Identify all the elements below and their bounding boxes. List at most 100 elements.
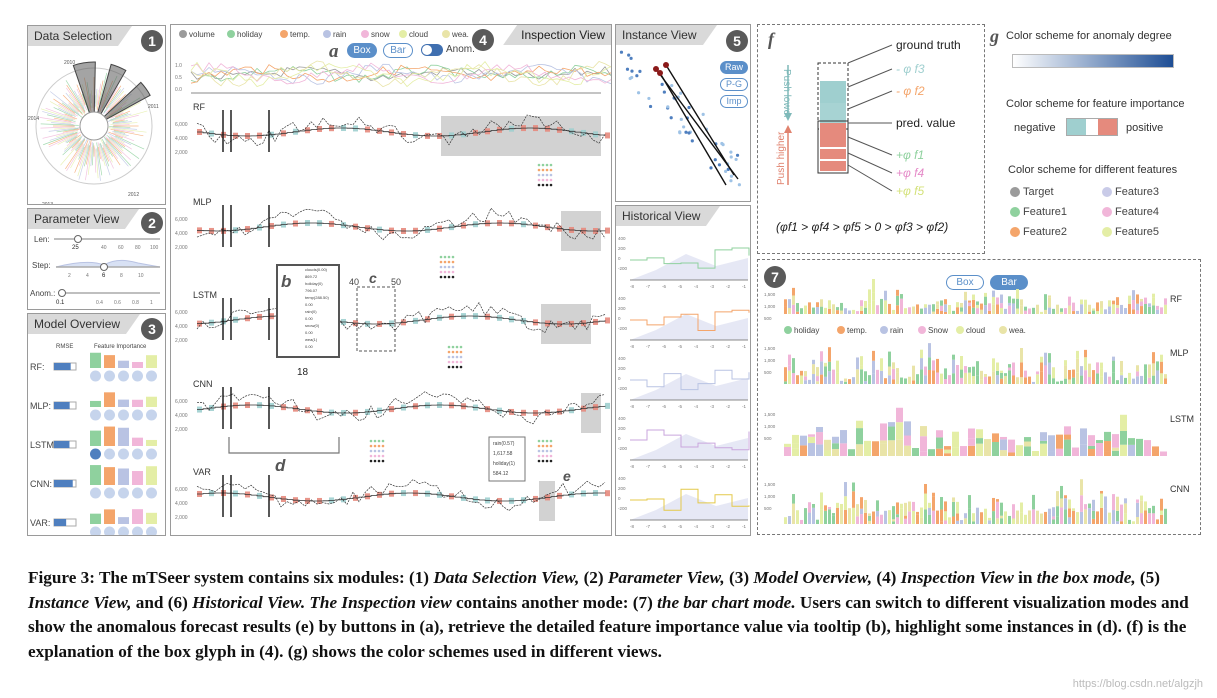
- line-tick: 0.5: [175, 75, 182, 81]
- parameter-panel: Parameter View 2 Len: 25 40 60 80 100 St…: [27, 208, 166, 310]
- stacked-bar: [864, 371, 867, 382]
- radial-line: [68, 102, 79, 113]
- inequality-label: (φf1 > φf4 > φf5 > 0 > φf3 > φf2): [776, 220, 948, 234]
- instance-glyph: [439, 270, 443, 274]
- instance-glyph: [451, 365, 455, 369]
- label-d: d: [275, 456, 286, 475]
- radial-line: [113, 132, 127, 137]
- stacked-bar: [800, 435, 807, 446]
- radial-line: [110, 112, 124, 119]
- instance-glyph: [377, 459, 381, 463]
- stacked-bar: [1036, 374, 1039, 384]
- stacked-bar: [1048, 435, 1055, 452]
- stacked-bar: [1140, 513, 1143, 524]
- stacked-bar: [1064, 378, 1067, 384]
- stacked-bar: [796, 311, 799, 314]
- stacked-bar: [916, 304, 919, 314]
- stacked-bar: [944, 520, 947, 524]
- stacked-bar: [996, 304, 999, 314]
- radial-line: [67, 103, 79, 113]
- bar-y-tick: 1,500: [764, 292, 776, 297]
- stacked-bar: [816, 381, 819, 384]
- len-slider-handle[interactable]: [74, 235, 82, 243]
- bar-y-tick: 500: [764, 316, 772, 321]
- box-mode-button[interactable]: Box: [347, 43, 377, 58]
- instance-glyph: [443, 255, 447, 259]
- stacked-bar: [1152, 446, 1159, 456]
- bar-mode-panel: 7 Box Bar holiday temp. rain Snow cloud wea. R…: [757, 259, 1201, 535]
- bar-mode-box-button[interactable]: Box: [946, 275, 984, 290]
- radial-year-chart[interactable]: 2010 2011 2012 2013 2014: [28, 46, 166, 205]
- stacked-bar: [944, 453, 951, 456]
- stacked-bar: [872, 441, 879, 456]
- stacked-bar: [1004, 373, 1007, 376]
- stacked-bar: [840, 509, 843, 524]
- bar-mode-button[interactable]: Bar: [383, 43, 413, 58]
- y-tick: 2,000: [175, 427, 188, 433]
- radial-line: [106, 134, 140, 159]
- anomaly-toggle[interactable]: [421, 44, 443, 56]
- stacked-bar: [1108, 300, 1111, 307]
- stacked-bar: [1088, 445, 1095, 450]
- stacked-bar: [944, 379, 947, 384]
- stacked-bar: [1156, 370, 1159, 384]
- stacked-bar: [896, 305, 899, 314]
- instance-point: [729, 155, 733, 159]
- instance-glyph: [451, 350, 455, 354]
- instance-point: [669, 116, 673, 120]
- instance-glyph: [545, 163, 549, 167]
- hist-x-tick: -6: [662, 404, 666, 409]
- stacked-bar: [1120, 521, 1123, 524]
- instance-glyph: [439, 265, 443, 269]
- stacked-bar: [1048, 508, 1051, 515]
- instance-point: [660, 82, 664, 86]
- stacked-bar: [1164, 508, 1167, 524]
- stacked-bar: [1096, 440, 1103, 444]
- stacked-bar: [1156, 361, 1159, 371]
- stacked-bar: [1076, 310, 1079, 314]
- stacked-bar: [1120, 504, 1123, 522]
- stacked-bar: [936, 372, 939, 384]
- stacked-bar: [884, 290, 887, 301]
- stacked-bar: [892, 521, 895, 524]
- selected-sector: [93, 63, 127, 127]
- color-schemes-section: g Color scheme for anomaly degree Color …: [988, 24, 1210, 254]
- feature-importance-bar: [90, 513, 101, 524]
- raw-button[interactable]: Raw: [720, 61, 748, 74]
- anom-tick: 1: [150, 300, 153, 306]
- stacked-bar: [1088, 311, 1091, 314]
- radial-line: [109, 126, 131, 128]
- instance-glyph: [369, 454, 373, 458]
- anom-slider-handle[interactable]: [58, 289, 66, 297]
- step-slider-handle[interactable]: [100, 263, 108, 271]
- stacked-bar: [788, 307, 791, 314]
- instance-glyph: [545, 168, 549, 172]
- stacked-bar: [920, 451, 927, 456]
- instance-glyph: [455, 365, 459, 369]
- stacked-bar: [892, 309, 895, 314]
- pg-button[interactable]: P-G: [720, 78, 748, 91]
- instance-scatter[interactable]: [616, 45, 751, 202]
- instance-highlight: [653, 66, 659, 72]
- stacked-bar: [952, 447, 959, 456]
- instance-point: [729, 150, 733, 154]
- stacked-bar: [1056, 381, 1059, 384]
- bar-legend-label: cloud: [966, 326, 985, 335]
- tooltip-e-line: rain(0.57): [493, 441, 515, 447]
- stacked-bar: [788, 516, 791, 524]
- instance-glyph: [369, 459, 373, 463]
- radial-line: [105, 97, 121, 114]
- stacked-bar: [868, 520, 871, 524]
- stacked-bar: [1120, 414, 1127, 431]
- stacked-bar: [872, 373, 875, 384]
- hist-y-tick: 0: [618, 436, 621, 441]
- label-d-bracket: [228, 437, 340, 454]
- stacked-bar: [896, 295, 899, 306]
- stacked-bar: [996, 362, 999, 371]
- stacked-bar: [784, 443, 791, 447]
- radial-line: [76, 88, 88, 111]
- imp-button[interactable]: Imp: [720, 95, 748, 108]
- box-glyph: ground truth - φ f3 - φ f2 pred. value +…: [776, 38, 961, 234]
- bar-mode-bar-button[interactable]: Bar: [990, 275, 1028, 290]
- radial-line: [107, 94, 126, 113]
